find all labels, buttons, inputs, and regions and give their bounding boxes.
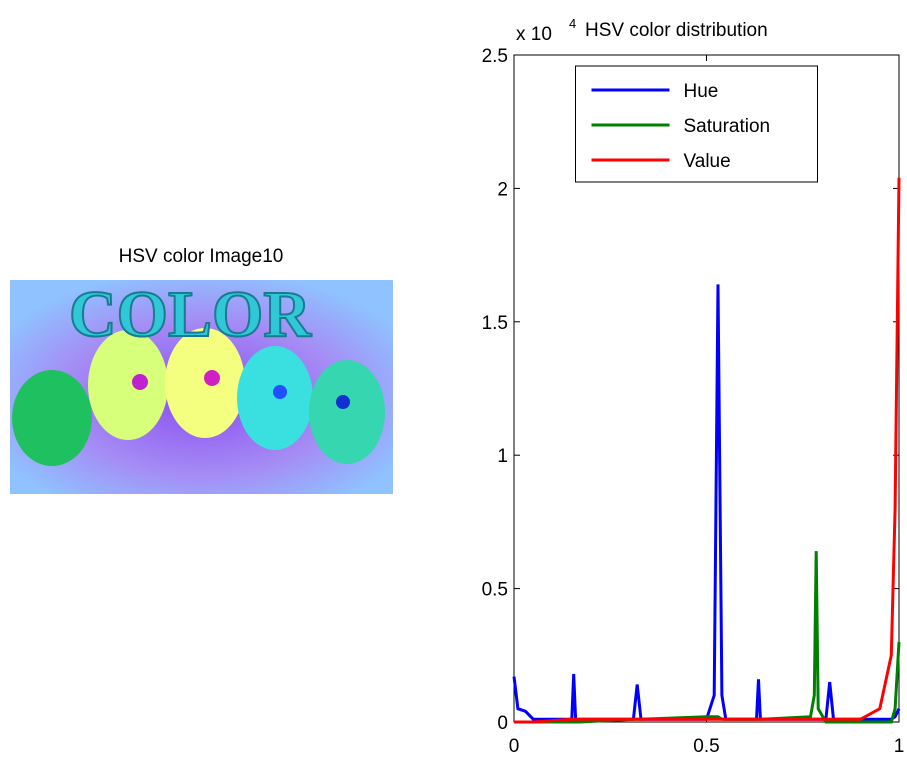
y-tick-label: 0.5: [482, 580, 508, 601]
series-line: [514, 177, 901, 724]
y-tick-label: 1: [497, 446, 508, 467]
legend-label: Value: [684, 151, 731, 172]
x-tick-label: 1: [894, 736, 905, 757]
y-tick-label: 0: [497, 713, 508, 734]
y-tick-label: 1.5: [482, 313, 508, 334]
image-text: COLOR: [69, 278, 312, 351]
x-tick-label: 0.5: [693, 736, 719, 757]
legend-label: Saturation: [684, 116, 771, 137]
legend-label: Hue: [684, 81, 719, 102]
y-tick-label: 2: [497, 179, 508, 200]
image-title: HSV color Image10: [119, 246, 284, 267]
y-multiplier-exponent: 4: [569, 16, 576, 31]
legend: Hue Saturation Value: [575, 65, 818, 183]
chart-title: HSV color distribution: [585, 20, 768, 41]
x-tick-label: 0: [509, 736, 520, 757]
y-multiplier: x 10: [516, 24, 552, 45]
image: COLOR: [10, 277, 393, 494]
y-tick-label: 2.5: [482, 46, 508, 67]
